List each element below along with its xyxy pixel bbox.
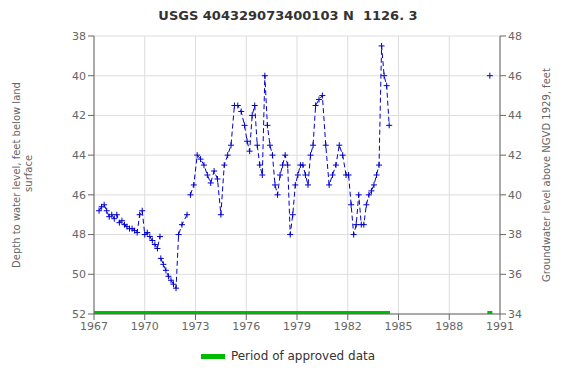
- svg-text:42: 42: [508, 149, 522, 162]
- svg-text:40: 40: [72, 70, 86, 83]
- svg-text:1976: 1976: [232, 320, 260, 333]
- svg-text:36: 36: [508, 268, 522, 281]
- svg-text:1967: 1967: [80, 320, 108, 333]
- svg-text:40: 40: [508, 189, 522, 202]
- svg-text:Depth to water level, feet bel: Depth to water level, feet below land su…: [11, 82, 34, 268]
- svg-text:42: 42: [72, 109, 86, 122]
- svg-text:1991: 1991: [486, 320, 514, 333]
- svg-text:1982: 1982: [334, 320, 362, 333]
- svg-text:46: 46: [72, 189, 86, 202]
- svg-text:44: 44: [72, 149, 86, 162]
- svg-text:1973: 1973: [182, 320, 210, 333]
- html-text:USGS 404329073400103 N 1126. 3: USGS 404329073400103 N 1126. 3: [158, 8, 418, 23]
- svg-text:50: 50: [72, 268, 86, 281]
- svg-text:44: 44: [508, 109, 522, 122]
- svg-text:1970: 1970: [131, 320, 159, 333]
- svg-text:Groundwater level above NGVD 1: Groundwater level above NGVD 1929, feet: [541, 68, 552, 282]
- svg-text:52: 52: [72, 308, 86, 321]
- svg-text:1988: 1988: [435, 320, 463, 333]
- svg-text:48: 48: [508, 30, 522, 43]
- svg-text:1979: 1979: [283, 320, 311, 333]
- svg-text:46: 46: [508, 70, 522, 83]
- svg-text:1985: 1985: [385, 320, 413, 333]
- svg-text:48: 48: [72, 228, 86, 241]
- html-text:Period of approved data: Period of approved data: [230, 349, 376, 363]
- svg-text:38: 38: [508, 228, 522, 241]
- svg-text:34: 34: [508, 308, 522, 321]
- svg-text:38: 38: [72, 30, 86, 43]
